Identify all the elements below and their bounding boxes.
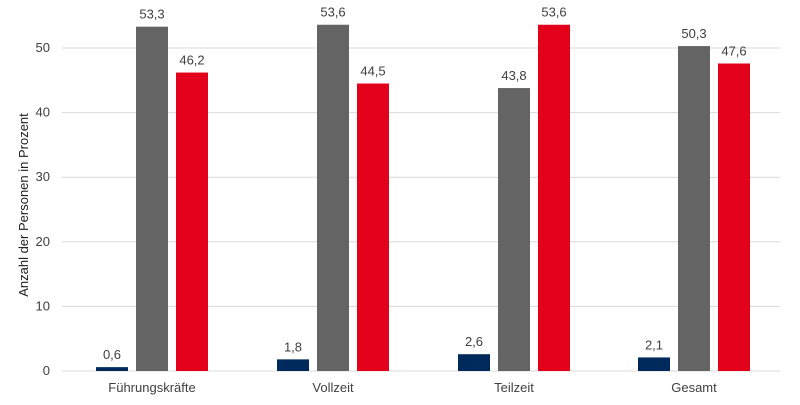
y-tick-label: 30 [36, 169, 50, 184]
bar [498, 88, 530, 371]
data-label: 53,6 [541, 5, 566, 20]
grid-lines [62, 47, 780, 372]
data-label: 53,6 [320, 5, 345, 20]
data-label: 50,3 [681, 26, 706, 41]
data-label: 0,6 [103, 347, 121, 362]
y-tick-label: 40 [36, 105, 50, 120]
bar [136, 26, 168, 371]
bar [458, 354, 490, 371]
data-label: 46,2 [179, 53, 204, 68]
y-tick-label: 0 [43, 363, 50, 378]
data-label: 1,8 [284, 339, 302, 354]
category-label: Führungskräfte [108, 380, 195, 395]
bar [176, 72, 208, 371]
y-tick-label: 10 [36, 298, 50, 313]
y-tick-label: 20 [36, 234, 50, 249]
bar [96, 367, 128, 371]
bar [317, 24, 349, 372]
category-label: Gesamt [671, 380, 717, 395]
bar [277, 359, 309, 371]
data-label: 53,3 [139, 7, 164, 22]
bar [538, 24, 570, 372]
data-label: 47,6 [721, 44, 746, 59]
y-axis-ticks: 0 10 20 30 40 50 [36, 40, 50, 378]
data-label: 2,1 [645, 337, 663, 352]
data-labels: 0,6 53,3 46,2 1,8 53,6 44,5 2,6 43,8 53,6 2,1 50,3… [103, 5, 747, 362]
y-tick-label: 50 [36, 40, 50, 55]
data-label: 43,8 [501, 68, 526, 83]
category-label: Teilzeit [494, 380, 534, 395]
data-label: 44,5 [360, 64, 385, 79]
bars [96, 24, 750, 372]
bar [357, 83, 389, 371]
x-axis-categories: Führungskräfte Vollzeit Teilzeit Gesamt [108, 380, 717, 395]
y-axis-title: Anzahl der Personen in Prozent [16, 113, 31, 297]
data-label: 2,6 [465, 334, 483, 349]
bar [678, 46, 710, 371]
bar [718, 63, 750, 372]
category-label: Vollzeit [312, 380, 354, 395]
bar [638, 357, 670, 371]
